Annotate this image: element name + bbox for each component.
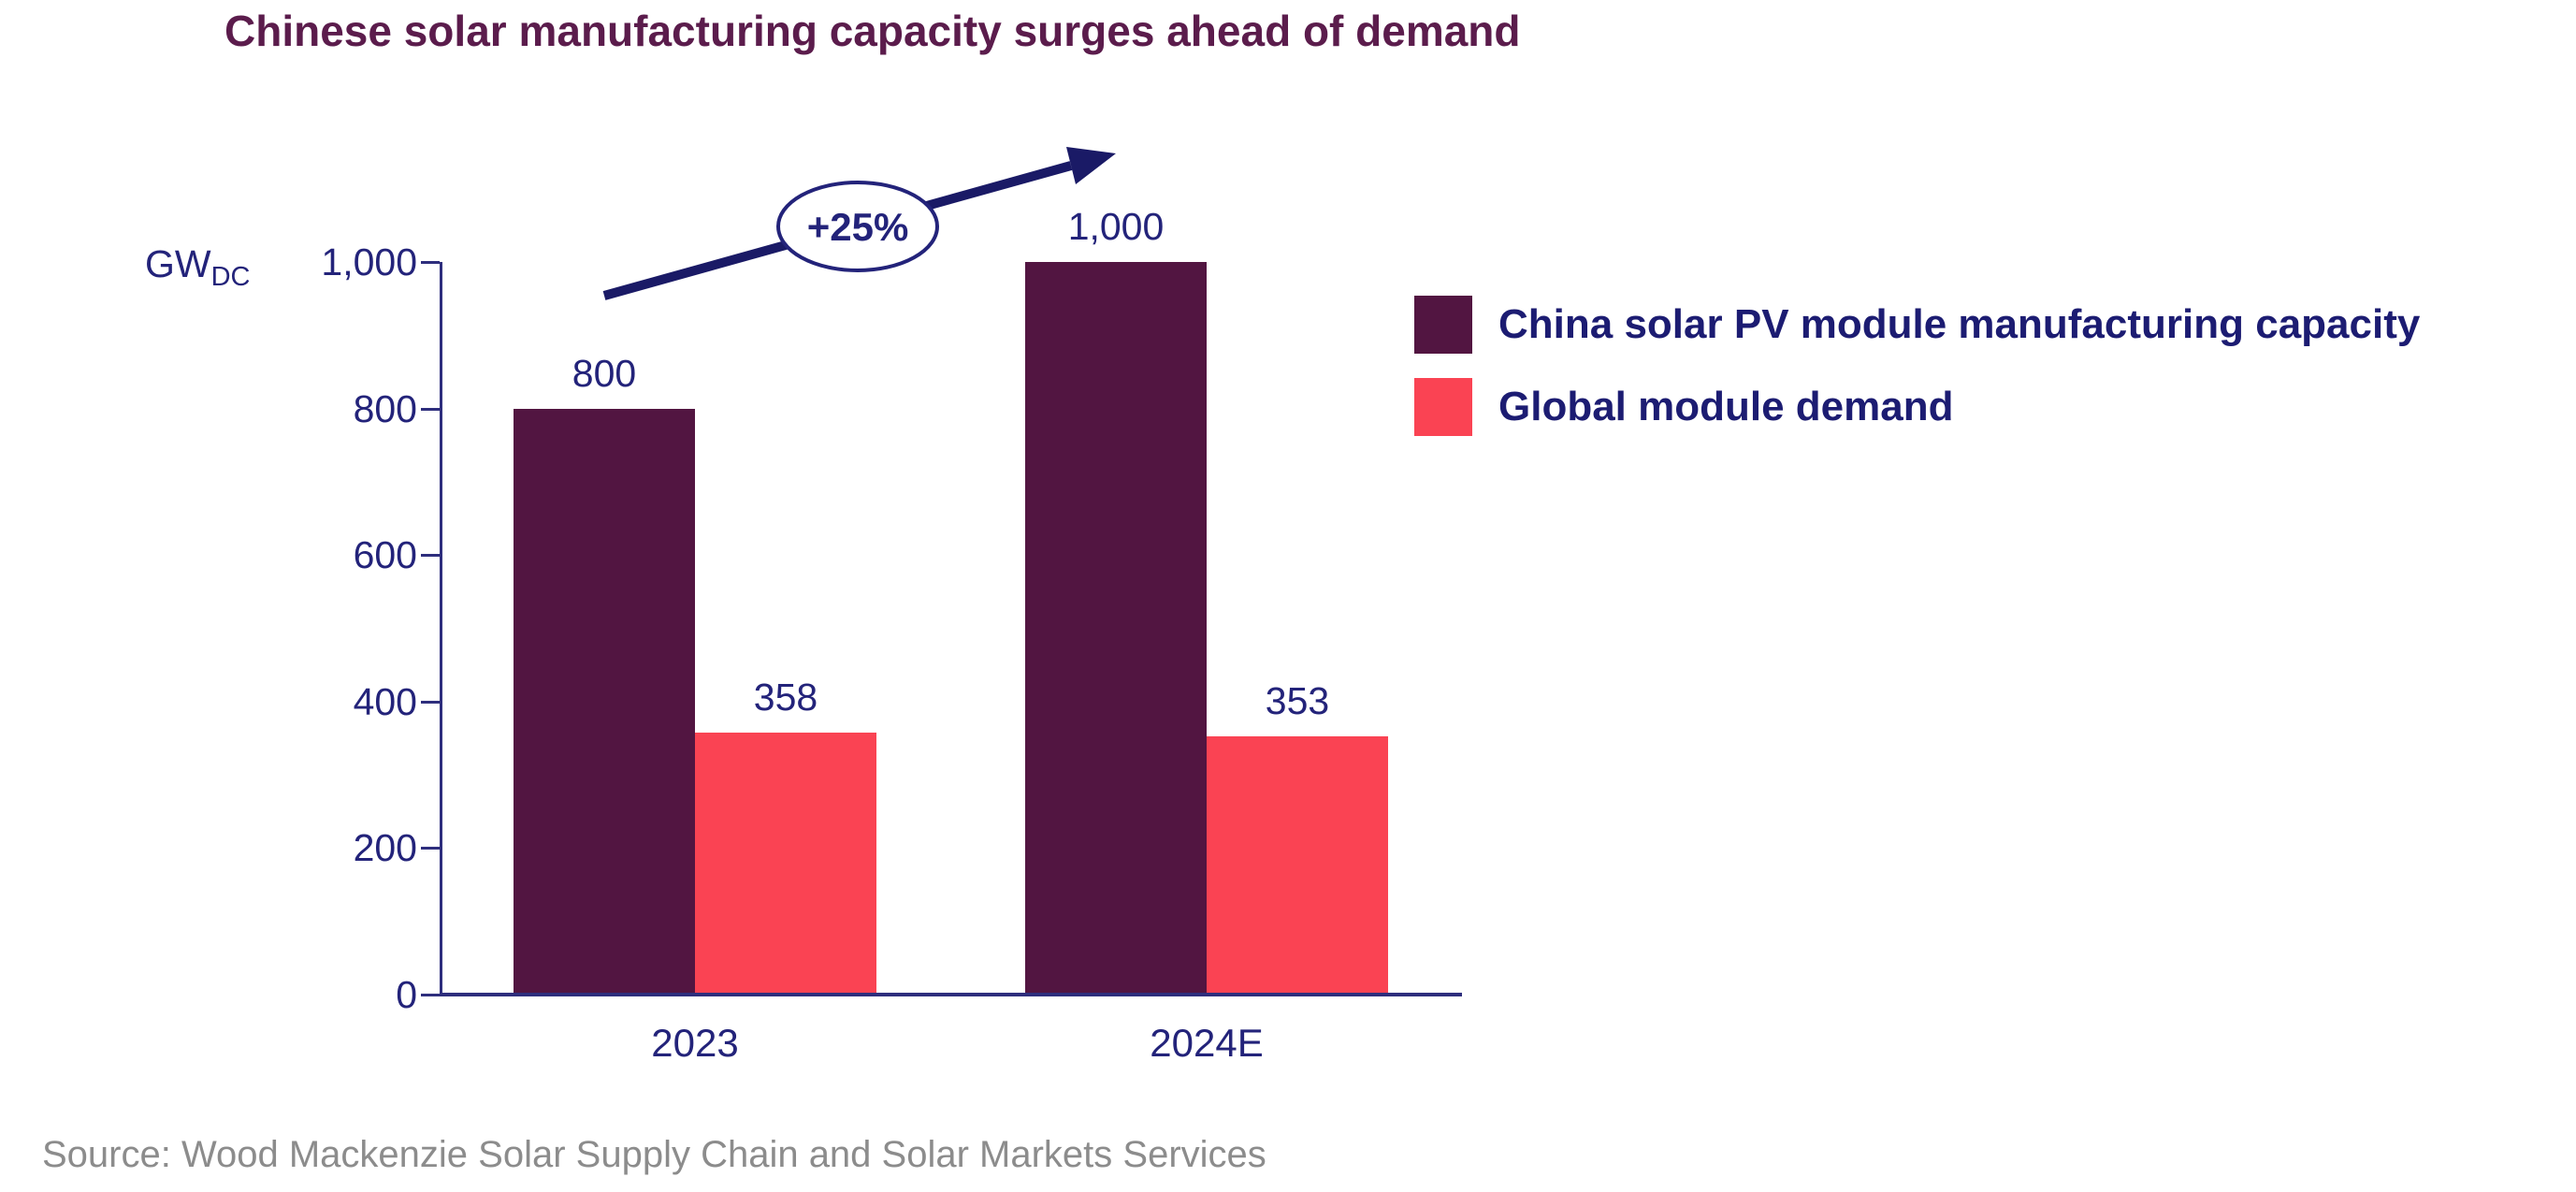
legend-swatch-icon xyxy=(1414,296,1472,354)
y-tick-label: 0 xyxy=(396,973,417,1016)
growth-arrow-head-icon xyxy=(1066,147,1116,184)
y-tick-mark xyxy=(421,554,440,558)
legend-item: Global module demand xyxy=(1414,378,2420,436)
legend-item: China solar PV module manufacturing capa… xyxy=(1414,296,2420,354)
y-tick-label: 800 xyxy=(353,386,417,430)
bar-demand-2023 xyxy=(695,732,876,995)
x-category-label: 2023 xyxy=(651,1021,739,1065)
bar-value-label: 358 xyxy=(753,675,818,719)
source-note: Source: Wood Mackenzie Solar Supply Chai… xyxy=(42,1134,1266,1175)
y-axis-unit-label: GWDC xyxy=(145,241,250,291)
y-tick-mark xyxy=(421,407,440,411)
bar-value-label: 800 xyxy=(572,351,637,395)
growth-annotation-label: +25% xyxy=(806,205,909,249)
legend: China solar PV module manufacturing capa… xyxy=(1414,296,2420,460)
legend-swatch-icon xyxy=(1414,378,1472,436)
y-tick-mark xyxy=(421,994,440,996)
y-tick-label: 600 xyxy=(353,533,417,577)
bar-capacity-2023 xyxy=(514,408,695,995)
bar-demand-2024E xyxy=(1207,735,1388,995)
y-tick-mark xyxy=(421,700,440,704)
bar-value-label: 353 xyxy=(1265,678,1330,722)
chart-title: Chinese solar manufacturing capacity sur… xyxy=(224,7,1521,55)
legend-label: Global module demand xyxy=(1498,384,1954,429)
y-tick-mark xyxy=(421,847,440,850)
y-axis-line xyxy=(440,262,442,995)
y-tick-label: 1,000 xyxy=(321,240,417,283)
y-axis-unit-base: GW xyxy=(145,242,211,285)
y-tick-mark xyxy=(421,261,440,264)
legend-label: China solar PV module manufacturing capa… xyxy=(1498,301,2421,347)
x-axis-line xyxy=(440,993,1462,996)
bar-capacity-2024E xyxy=(1025,262,1207,995)
x-category-label: 2024E xyxy=(1150,1021,1264,1065)
bar-value-label: 1,000 xyxy=(1067,205,1165,248)
y-axis-unit-subscript: DC xyxy=(210,262,251,292)
y-tick-label: 200 xyxy=(353,826,417,870)
y-tick-label: 400 xyxy=(353,679,417,723)
